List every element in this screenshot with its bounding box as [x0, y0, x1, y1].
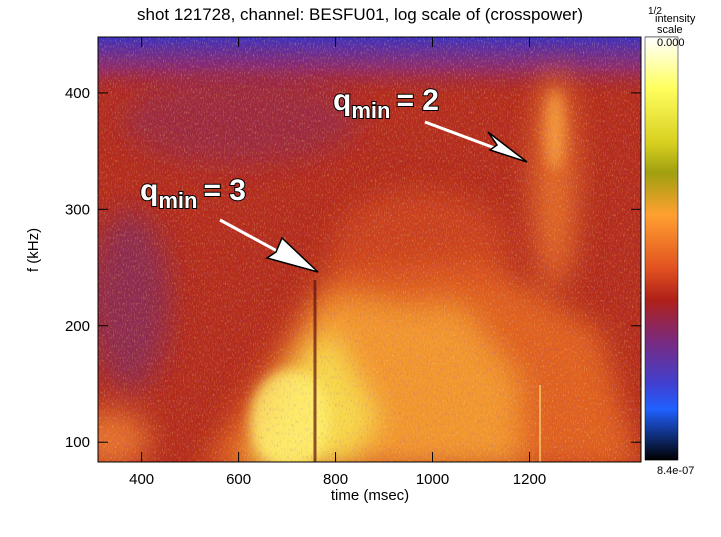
y-tick-label: 200 [65, 318, 90, 335]
y-tick-label: 300 [65, 201, 90, 218]
x-tick-label: 600 [226, 471, 251, 488]
colorbar-title: scale [657, 24, 683, 36]
annotation: qmin = 2 [333, 84, 439, 123]
spectrogram [98, 37, 641, 462]
colorbar-label: 0.000 [657, 37, 685, 49]
x-tick-label: 800 [323, 471, 348, 488]
title-superscript: 1/2 [648, 6, 662, 17]
x-tick-label: 400 [129, 471, 154, 488]
y-axis-label: f (kHz) [25, 228, 42, 272]
y-tick-label: 400 [65, 85, 90, 102]
annotation: qmin = 3 [140, 174, 246, 213]
plot-frame [97, 36, 642, 463]
x-tick-label: 1000 [416, 471, 449, 488]
x-axis-label: time (msec) [331, 487, 409, 504]
annotation-arrow [219, 120, 528, 273]
colorbar-label: 8.4e-07 [657, 465, 694, 477]
x-tick-label: 1200 [513, 471, 546, 488]
colorbar-title: intensity [655, 13, 696, 25]
chart-title: shot 121728, channel: BESFU01, log scale… [137, 5, 583, 24]
colorbar [644, 36, 679, 461]
y-tick-label: 100 [65, 434, 90, 451]
